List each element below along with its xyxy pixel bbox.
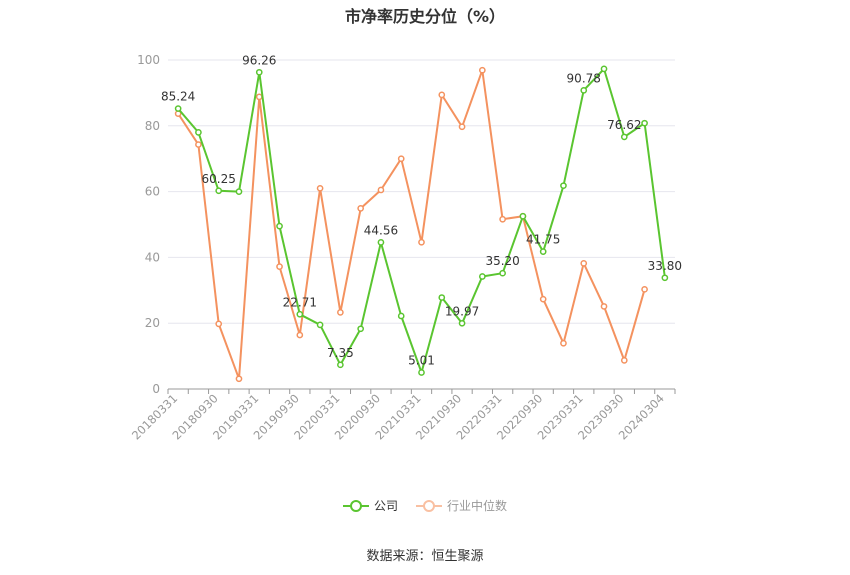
point-value-label: 41.75	[526, 233, 560, 247]
data-point	[397, 155, 405, 163]
point-value-label: 5.01	[408, 354, 435, 368]
point-value-label: 19.97	[445, 304, 479, 318]
series-industry-median	[174, 66, 648, 383]
point-value-label: 96.26	[242, 53, 276, 67]
data-point	[580, 259, 588, 267]
data-point	[296, 310, 304, 318]
data-point	[641, 285, 648, 293]
data-point	[499, 269, 506, 277]
data-point	[255, 93, 263, 101]
data-point	[337, 361, 344, 369]
data-point	[600, 303, 608, 310]
data-point	[600, 65, 608, 73]
data-point	[276, 222, 283, 230]
data-point	[580, 86, 588, 94]
point-value-label: 44.56	[364, 223, 398, 237]
y-tick-label: 0	[152, 382, 160, 396]
data-point	[641, 119, 648, 127]
data-point	[397, 312, 405, 320]
series-company	[174, 65, 669, 376]
data-point	[418, 369, 425, 376]
data-point	[174, 105, 182, 112]
data-point	[316, 184, 324, 192]
data-point	[499, 215, 506, 223]
source-note: 数据来源：恒生聚源	[366, 549, 484, 564]
chart-title: 市净率历史分位（%）	[344, 7, 506, 26]
legend: 公司 行业中位数	[0, 497, 850, 514]
data-point	[438, 294, 446, 301]
data-point	[620, 357, 628, 364]
point-value-label: 33.80	[648, 259, 682, 273]
data-point	[377, 239, 385, 246]
data-point	[458, 319, 466, 327]
data-point	[235, 375, 243, 383]
data-point	[539, 295, 547, 303]
series-layer	[174, 65, 669, 383]
data-point	[316, 321, 324, 329]
data-point	[255, 68, 263, 76]
data-point	[296, 331, 304, 339]
data-point	[560, 339, 567, 347]
data-point	[276, 263, 283, 270]
data-point	[195, 141, 202, 148]
data-point	[215, 187, 223, 195]
data-point	[377, 186, 385, 194]
point-value-label: 22.71	[283, 295, 317, 309]
grid-lines	[168, 59, 675, 324]
legend-industry-line-icon	[416, 499, 442, 513]
data-point	[519, 212, 527, 220]
point-value-label: 90.78	[567, 71, 601, 85]
y-tick-label: 60	[145, 185, 160, 199]
y-tick-label: 20	[145, 316, 160, 330]
data-point	[539, 248, 547, 255]
data-point	[337, 308, 344, 316]
y-tick-label: 80	[145, 119, 160, 133]
point-value-label: 7.35	[327, 346, 354, 360]
data-point	[215, 320, 223, 328]
y-tick-label: 40	[145, 250, 160, 264]
data-point	[235, 188, 243, 195]
point-value-label: 85.24	[161, 90, 195, 104]
point-value-label: 35.20	[485, 254, 519, 268]
data-point	[458, 123, 466, 131]
data-point	[357, 325, 365, 333]
legend-item-company[interactable]: 公司	[342, 497, 398, 514]
data-point	[195, 129, 202, 136]
data-point	[620, 133, 628, 141]
line-chart: 0204060801002018033120180930201903312019…	[129, 53, 682, 443]
series-line	[177, 69, 646, 380]
data-point	[357, 205, 365, 212]
data-labels: 85.24 60.25 96.26 22.71 7.35 44.56 5.01 19.97 35…	[161, 53, 682, 367]
point-value-label: 60.25	[202, 172, 236, 186]
y-tick-label: 100	[137, 53, 160, 67]
legend-industry-label: 行业中位数	[447, 499, 508, 513]
data-point	[478, 66, 486, 74]
legend-item-industry-median[interactable]: 行业中位数	[416, 497, 507, 514]
data-point	[478, 273, 486, 280]
legend-company-label: 公司	[373, 499, 398, 513]
data-point	[661, 274, 669, 282]
data-point	[438, 91, 446, 99]
point-value-label: 76.62	[607, 118, 641, 132]
legend-company-line-icon	[342, 499, 369, 513]
data-point	[560, 182, 567, 190]
data-point	[418, 238, 425, 246]
